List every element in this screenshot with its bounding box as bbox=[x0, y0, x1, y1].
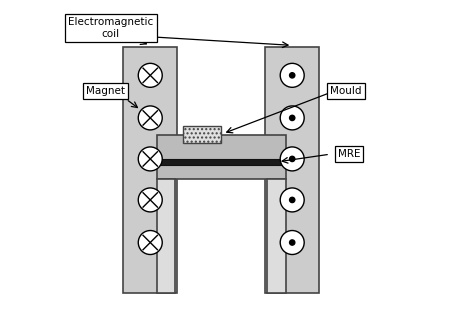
Circle shape bbox=[290, 197, 295, 203]
Circle shape bbox=[280, 188, 304, 212]
Circle shape bbox=[280, 106, 304, 130]
Bar bbox=[156, 159, 286, 165]
Circle shape bbox=[280, 63, 304, 87]
Bar bbox=[267, 179, 286, 293]
Bar bbox=[156, 135, 286, 179]
Circle shape bbox=[290, 240, 295, 245]
Text: Magnet: Magnet bbox=[86, 86, 125, 96]
Circle shape bbox=[280, 147, 304, 171]
Bar bbox=[156, 179, 175, 293]
Circle shape bbox=[138, 106, 162, 130]
Circle shape bbox=[138, 230, 162, 255]
Circle shape bbox=[138, 188, 162, 212]
Circle shape bbox=[138, 147, 162, 171]
Circle shape bbox=[290, 156, 295, 161]
Circle shape bbox=[138, 63, 162, 87]
Circle shape bbox=[290, 73, 295, 78]
Circle shape bbox=[280, 230, 304, 255]
Text: MRE: MRE bbox=[338, 149, 360, 159]
Bar bbox=[265, 47, 319, 293]
Text: Mould: Mould bbox=[330, 86, 362, 96]
Text: Electromagnetic
coil: Electromagnetic coil bbox=[68, 17, 154, 39]
Bar bbox=[123, 47, 177, 293]
Circle shape bbox=[290, 115, 295, 121]
Bar bbox=[183, 126, 221, 143]
